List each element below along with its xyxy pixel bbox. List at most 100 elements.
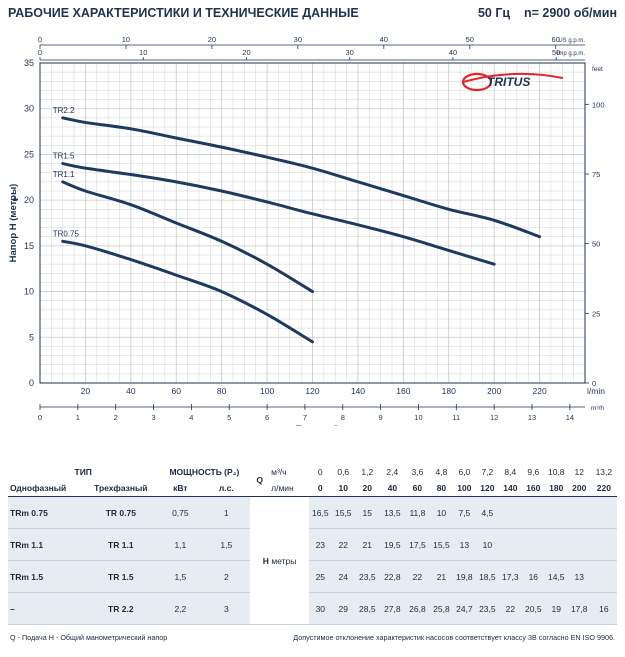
head-value-cell: 7,5: [452, 496, 476, 529]
head-value-cell: 22: [498, 592, 522, 625]
q-m3h-cell: 9,6: [527, 467, 540, 477]
q-m3h-cell: 7,2: [481, 467, 494, 477]
y-tick-label: 35: [24, 58, 34, 68]
head-value-cell: 23,5: [475, 592, 499, 625]
q-m3h-cell: 2,4: [386, 467, 399, 477]
power-kw: 1,5: [158, 560, 203, 593]
power-header: МОЩНОСТЬ (P₂): [169, 467, 240, 477]
page-title: РАБОЧИЕ ХАРАКТЕРИСТИКИ И ТЕХНИЧЕСКИЕ ДАН…: [8, 6, 359, 20]
head-value-cell: 28,5: [354, 592, 380, 625]
curve-tr1-5: [61, 162, 496, 266]
m3h-tick-label: 4: [189, 413, 193, 422]
three-phase-model: TR 0.75: [105, 507, 136, 518]
head-value-cell: [521, 528, 545, 561]
impgpm-tick-label: 50: [552, 48, 560, 57]
three-phase-model: TR 2.2: [108, 603, 134, 614]
x-tick-label: 40: [126, 386, 136, 396]
series-label: TR1.5: [53, 152, 75, 161]
header: РАБОЧИЕ ХАРАКТЕРИСТИКИ И ТЕХНИЧЕСКИЕ ДАН…: [8, 6, 617, 22]
power-hp: 1,5: [202, 528, 251, 561]
m3h-label: м³/ч: [271, 467, 287, 477]
plot-frame: [39, 62, 586, 384]
frequency: 50 Гц: [477, 6, 511, 20]
head-value-cell: 13: [567, 560, 591, 593]
power-hp: 2: [202, 560, 251, 593]
m3h-tick-label: 9: [379, 413, 383, 422]
x-axis-arrow: ▶: [353, 425, 360, 426]
q-m3h-cell: 1,2: [361, 467, 374, 477]
footer-legend: Q - Подача H - Общий манометрический нап…: [10, 633, 168, 642]
feet-unit-label: feet: [592, 66, 603, 73]
feet-tick-label: 100: [592, 100, 605, 109]
curve-tr2-2: [61, 116, 542, 239]
power-kw: 0,75: [158, 496, 203, 529]
feet-tick-label: 0: [592, 379, 596, 388]
curve-tr1-1: [61, 180, 314, 294]
series-label: TR1.1: [53, 170, 75, 179]
q-lmin-cell: 140: [503, 483, 518, 493]
usgpm-tick-label: 0: [38, 35, 42, 44]
head-value-cell: 15,5: [331, 496, 355, 529]
head-value-cell: 13,5: [379, 496, 405, 529]
head-value-cell: 10: [475, 528, 499, 561]
x-tick-label: 20: [81, 386, 91, 396]
m3h-tick-label: 8: [341, 413, 345, 422]
head-value-cell: [521, 496, 545, 529]
x-tick-label: 60: [172, 386, 182, 396]
power-hp: 3: [202, 592, 251, 625]
footer-note: Допустимое отклонение характеристик насо…: [293, 633, 615, 642]
head-value-cell: 13: [452, 528, 476, 561]
single-phase-model: TRm 1.1: [10, 539, 44, 550]
q-lmin-cell: 20: [362, 483, 373, 493]
q-lmin-cell: 10: [338, 483, 348, 493]
q-lmin-cell: 120: [480, 483, 495, 493]
head-value-cell: 17,8: [567, 592, 591, 625]
feet-tick-label: 25: [592, 309, 600, 318]
usgpm-tick-label: 50: [466, 35, 474, 44]
q-label: Q: [256, 475, 264, 485]
single-phase-model: –: [10, 603, 15, 614]
head-label-cell: H метры: [250, 496, 309, 625]
single-phase-model: TRm 1.5: [10, 571, 44, 582]
q-m3h-cell: 10,8: [547, 467, 565, 477]
single-phase-header: Однофазный: [10, 483, 67, 493]
m3h-tick-label: 3: [151, 413, 155, 422]
impgpm-tick-label: 20: [242, 48, 250, 57]
single-phase-model: TRm 0.75: [10, 507, 48, 518]
m3h-tick-label: 0: [38, 413, 42, 422]
q-lmin-cell: 180: [549, 483, 564, 493]
head-value-cell: 16,5: [308, 496, 332, 529]
impgpm-tick-label: 10: [139, 48, 147, 57]
q-m3h-cell: 13,2: [595, 467, 613, 477]
x-axis-title: Подача Q: [295, 424, 339, 426]
q-lmin-cell: 0: [317, 483, 323, 493]
type-header: ТИП: [74, 467, 92, 477]
q-m3h-cell: 0,6: [337, 467, 350, 477]
series-label: TR2.2: [53, 106, 75, 115]
head-value-cell: 4,5: [475, 496, 499, 529]
m3h-tick-label: 5: [227, 413, 231, 422]
head-value-cell: [590, 496, 617, 529]
impgpm-unit-label: Imp g.p.m.: [557, 51, 586, 57]
impgpm-tick-label: 0: [38, 48, 42, 57]
three-phase-header: Трехфазный: [94, 483, 148, 493]
m3h-tick-label: 6: [265, 413, 269, 422]
q-lmin-cell: 40: [387, 483, 398, 493]
head-value-cell: 10: [429, 496, 453, 529]
table-row: TRm 0.75 TR 0.75 0,75 1 H метры 16,5 15,5 15 13,…: [8, 496, 617, 625]
q-lmin-cell: 60: [412, 483, 423, 493]
q-lmin-cell: 220: [596, 483, 611, 493]
head-value-cell: [590, 560, 617, 593]
q-m3h-cell: 4,8: [435, 467, 448, 477]
logo-ring: [461, 72, 493, 92]
y-axis-title: Напор H (метры): [8, 184, 19, 263]
head-value-cell: 21: [429, 560, 453, 593]
y-tick-label: 0: [29, 378, 34, 388]
head-value-cell: 19: [544, 592, 568, 625]
x-tick-label: 140: [351, 386, 365, 396]
m3h-tick-label: 12: [490, 413, 498, 422]
head-value-cell: 18,5: [475, 560, 499, 593]
series-label: TR0.75: [53, 229, 80, 238]
table-row: TRm 1.1 TR 1.1 1,1 1,5 23 22 21 19,5 17,5 15,5 13 1…: [8, 528, 617, 561]
